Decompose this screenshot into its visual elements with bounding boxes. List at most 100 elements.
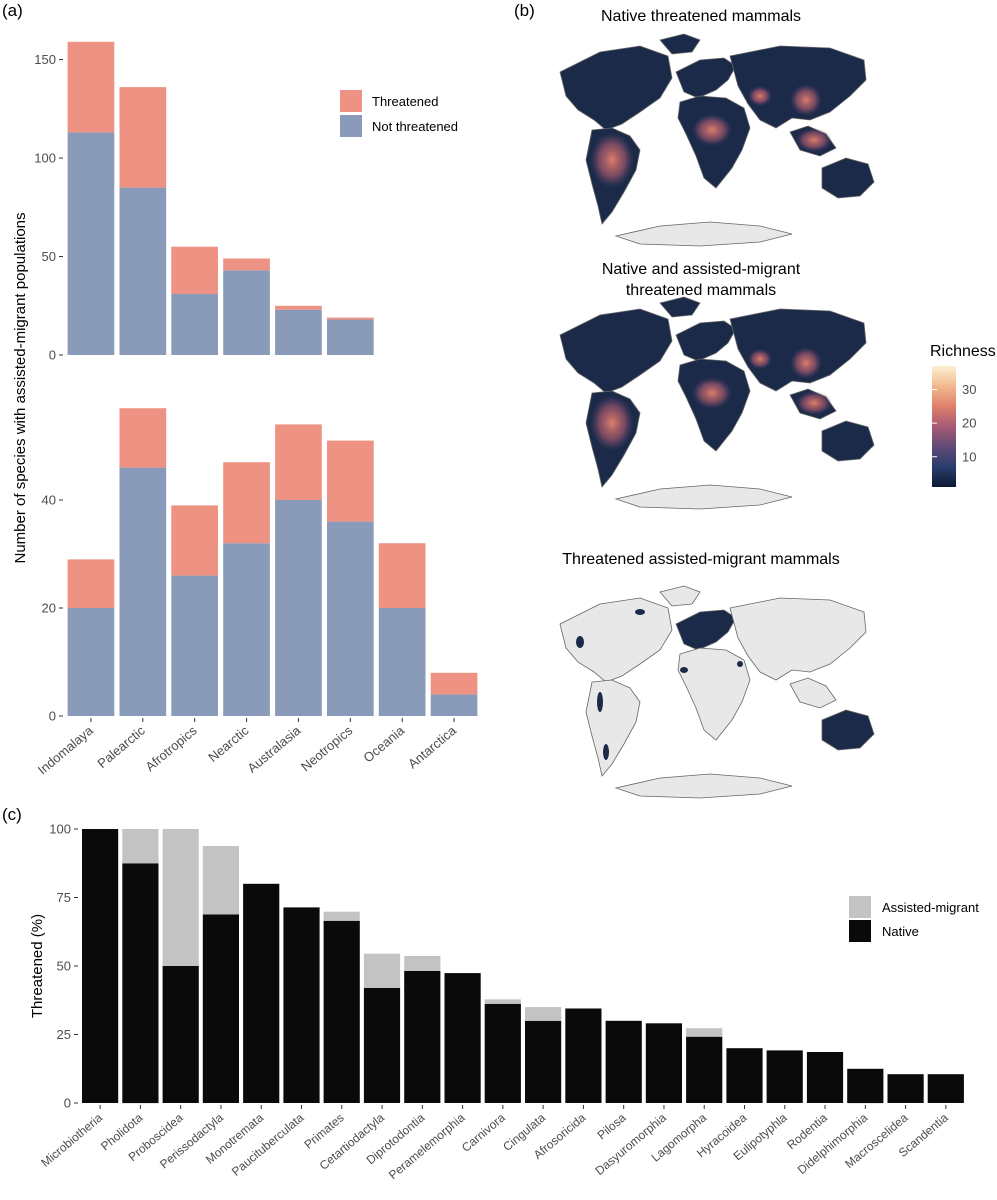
bar-threatened-neotropics [327, 440, 374, 522]
legend-label-threatened: Threatened [372, 94, 439, 109]
bar-assisted-migrant-pholidota [122, 829, 159, 864]
bar-native-eulipotyphla [766, 1050, 803, 1103]
bar-threatened-afrotropics [171, 505, 218, 576]
bar-not-threatened-nearctic [223, 543, 270, 716]
x-tick-label-pilosa: Pilosa [595, 1110, 629, 1142]
map-region-antarctica [614, 484, 793, 510]
x-tick-label-oceania: Oceania [360, 722, 407, 765]
map-title-native-assisted-line2: threatened mammals [626, 282, 776, 299]
bar-native-didelphimorphia [847, 1068, 884, 1104]
bar-threatened-nearctic [223, 258, 270, 271]
richness-hotspot [796, 391, 832, 415]
bar-not-threatened-afrotropics [171, 293, 218, 355]
x-tick-label-indomalaya: Indomalaya [35, 722, 97, 777]
map-native-and-assisted [559, 296, 875, 510]
assisted-occurrence [597, 692, 603, 712]
bar-native-scandentia [927, 1074, 964, 1103]
bar-threatened-australasia [275, 305, 322, 310]
legend-swatch-native [849, 920, 871, 942]
bar-native-cetartiodactyla [363, 987, 401, 1103]
bar-native-macroscelidea [887, 1074, 924, 1103]
map-title-native-assisted-line1: Native and assisted-migrant [602, 261, 801, 278]
x-tick-label-afrotropics: Afrotropics [142, 722, 200, 774]
panel-a-top-chart: 0 50 100 150 [34, 41, 374, 363]
bar-assisted-migrant-proboscidea [162, 829, 199, 966]
bar-threatened-indomalaya [67, 559, 115, 608]
map-region-europe [675, 320, 737, 362]
map-region-asia [729, 597, 867, 681]
bar-native-lagomorpha [686, 1036, 723, 1103]
richness-hotspot [590, 132, 634, 188]
assisted-occurrence [737, 661, 743, 667]
bar-threatened-neotropics [327, 317, 374, 320]
panel-c: Threatened (%) 0 25 50 75 100 Microbiotheria P… [29, 822, 979, 1183]
panel-label-a: (a) [2, 1, 23, 20]
bar-native-proboscidea [162, 966, 199, 1103]
bar-native-diprotodontia [404, 970, 441, 1103]
bar-not-threatened-palearctic [119, 187, 167, 355]
bar-not-threatened-nearctic [223, 270, 270, 355]
legend-swatch-not-threatened [340, 115, 362, 137]
y-tick-label: 100 [49, 822, 71, 837]
richness-hotspot [692, 377, 732, 409]
bar-not-threatened-australasia [275, 500, 322, 716]
map-region-greenland [659, 33, 701, 55]
x-tick-label-australasia: Australasia [244, 722, 303, 775]
bar-native-carnivora [484, 1003, 521, 1103]
richness-hotspot [790, 84, 822, 116]
map-region-australia [821, 709, 875, 751]
map-region-australia [821, 420, 875, 462]
panel-c-chart: 0255075100MicrobiotheriaPholidotaProbosc… [38, 822, 964, 1182]
x-tick-label-palearctic: Palearctic [94, 722, 148, 771]
richness-tick-label: 10 [962, 449, 976, 464]
bar-threatened-palearctic [119, 408, 167, 468]
map-region-antarctica [614, 773, 793, 799]
map-region-north-america [559, 308, 673, 394]
panel-label-c: (c) [2, 805, 22, 824]
x-tick-label-microbiotheria: Microbiotheria [38, 1110, 105, 1169]
map-region-europe [675, 57, 737, 99]
x-tick-label-didelphimorphia: Didelphimorphia [795, 1110, 871, 1177]
bar-not-threatened-neotropics [327, 521, 374, 716]
panel-c-ylabel: Threatened (%) [29, 914, 46, 1018]
assisted-occurrence [603, 744, 609, 760]
bar-threatened-oceania [378, 543, 426, 608]
y-tick-label: 150 [34, 52, 56, 67]
richness-hotspot [796, 128, 832, 152]
y-tick-label: 50 [57, 959, 71, 974]
y-tick-label: 0 [64, 1096, 71, 1111]
bar-assisted-migrant-carnivora [484, 999, 521, 1004]
bar-not-threatened-neotropics [327, 319, 374, 355]
y-tick-label: 100 [34, 151, 56, 166]
bar-native-pilosa [605, 1020, 642, 1103]
bar-not-threatened-afrotropics [171, 575, 218, 716]
bar-assisted-migrant-diprotodontia [404, 955, 441, 971]
panel-b: Native threatened mammals Native and ass… [559, 8, 996, 799]
richness-hotspot [692, 114, 732, 146]
panel-a-ylabel: Number of species with assisted-migrant … [12, 213, 29, 564]
bar-assisted-migrant-primates [323, 911, 360, 921]
x-tick-label-nearctic: Nearctic [205, 722, 252, 764]
x-tick-label-dasyuromorphia: Dasyuromorphia [592, 1110, 669, 1178]
bar-native-rodentia [806, 1052, 844, 1103]
assisted-occurrence [635, 609, 645, 615]
bar-native-perissodactyla [202, 914, 239, 1103]
map-region-north-america [559, 597, 673, 683]
bar-not-threatened-antarctica [430, 694, 478, 716]
bar-threatened-palearctic [119, 87, 167, 188]
legend-swatch-assisted-migrant [849, 896, 871, 918]
richness-hotspot [748, 86, 772, 106]
bar-not-threatened-indomalaya [67, 132, 115, 355]
assisted-occurrence [576, 636, 584, 648]
bar-threatened-australasia [275, 424, 322, 500]
legend-label-native: Native [882, 924, 919, 939]
richness-legend: Richness 30 20 10 [930, 343, 996, 487]
map-region-africa [677, 647, 751, 741]
panel-a: Number of species with assisted-migrant … [12, 41, 478, 778]
map-region-europe [675, 609, 737, 651]
bar-native-pholidota [122, 863, 159, 1104]
map-region-se-asia [789, 677, 837, 709]
bar-assisted-migrant-lagomorpha [686, 1028, 723, 1037]
richness-hotspot [748, 349, 772, 369]
